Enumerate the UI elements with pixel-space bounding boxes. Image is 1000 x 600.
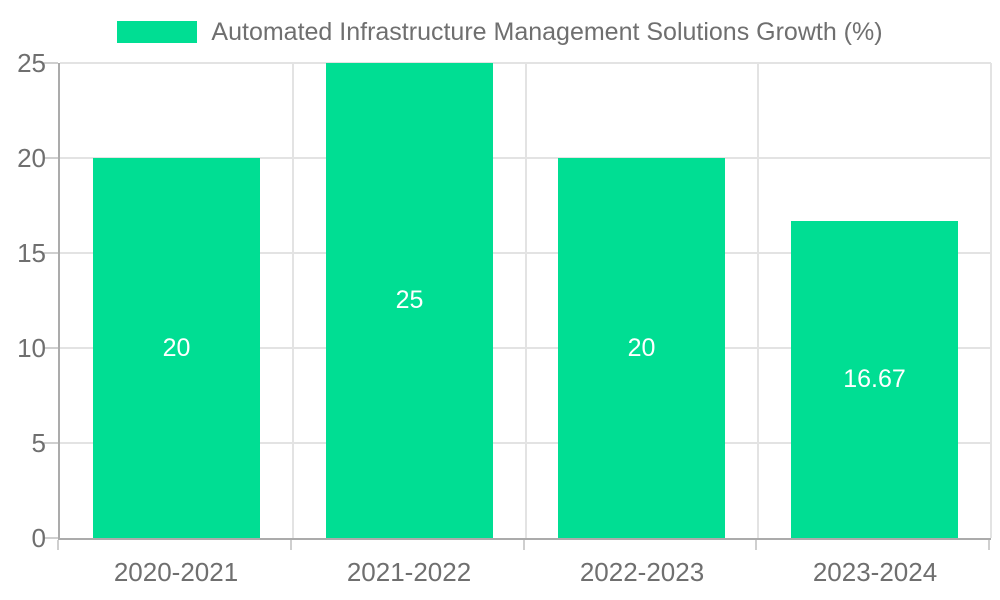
y-tick (44, 157, 58, 159)
x-axis-label: 2022-2023 (579, 557, 705, 587)
x-gridline (524, 63, 527, 538)
y-tick (44, 252, 58, 254)
bar: 20 (558, 158, 725, 538)
bar-value-label: 16.67 (843, 365, 906, 393)
y-axis-label: 20 (17, 143, 46, 173)
bar: 16.67 (791, 221, 958, 538)
y-axis-label: 5 (31, 428, 46, 458)
x-gridline (990, 63, 992, 538)
bar: 25 (326, 63, 493, 538)
y-tick (44, 62, 58, 64)
x-axis-label: 2021-2022 (346, 557, 472, 587)
bar: 20 (93, 158, 260, 538)
x-gridline (291, 63, 294, 538)
x-tick (522, 540, 525, 550)
bar-value-label: 20 (627, 333, 656, 362)
x-axis-label: 2023-2024 (812, 557, 938, 587)
legend: Automated Infrastructure Management Solu… (0, 17, 1000, 46)
legend-swatch (117, 21, 198, 43)
y-axis-label: 25 (17, 48, 46, 78)
y-tick (44, 537, 58, 539)
bar-value-label: 25 (395, 286, 424, 314)
x-tick (57, 540, 59, 550)
y-tick (44, 347, 58, 349)
x-tick (289, 540, 292, 550)
x-tick (755, 540, 758, 550)
legend-label: Automated Infrastructure Management Solu… (211, 17, 883, 46)
y-axis-label: 15 (17, 238, 46, 268)
x-tick (988, 540, 990, 550)
x-axis-label: 2020-2021 (113, 557, 239, 587)
y-axis-label: 10 (17, 333, 46, 363)
bar-value-label: 20 (162, 333, 191, 362)
y-axis-label: 0 (31, 523, 46, 553)
x-gridline (757, 63, 760, 538)
y-tick (44, 442, 58, 444)
plot-area: 20 25 20 16.67 (58, 62, 992, 540)
